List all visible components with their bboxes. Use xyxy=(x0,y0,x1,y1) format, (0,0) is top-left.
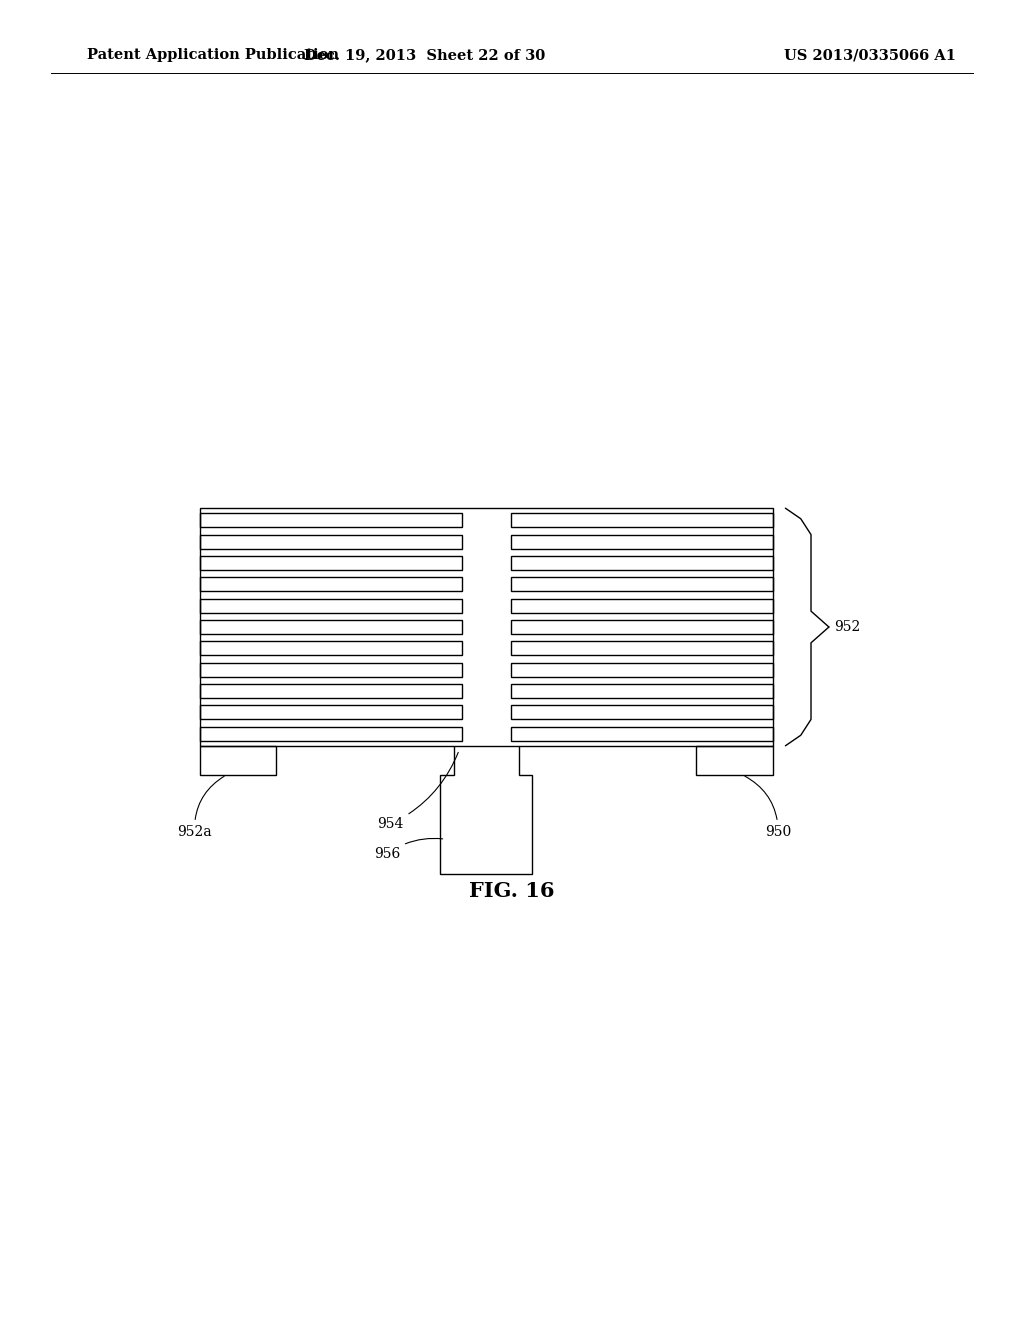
Text: US 2013/0335066 A1: US 2013/0335066 A1 xyxy=(784,49,956,62)
Text: 956: 956 xyxy=(374,838,442,861)
Text: 950: 950 xyxy=(744,776,792,840)
Text: Patent Application Publication: Patent Application Publication xyxy=(87,49,339,62)
Text: FIG. 16: FIG. 16 xyxy=(469,880,555,902)
Text: 952: 952 xyxy=(834,620,860,634)
Text: Dec. 19, 2013  Sheet 22 of 30: Dec. 19, 2013 Sheet 22 of 30 xyxy=(304,49,546,62)
Text: 954: 954 xyxy=(377,752,459,832)
Text: 952a: 952a xyxy=(177,776,224,840)
